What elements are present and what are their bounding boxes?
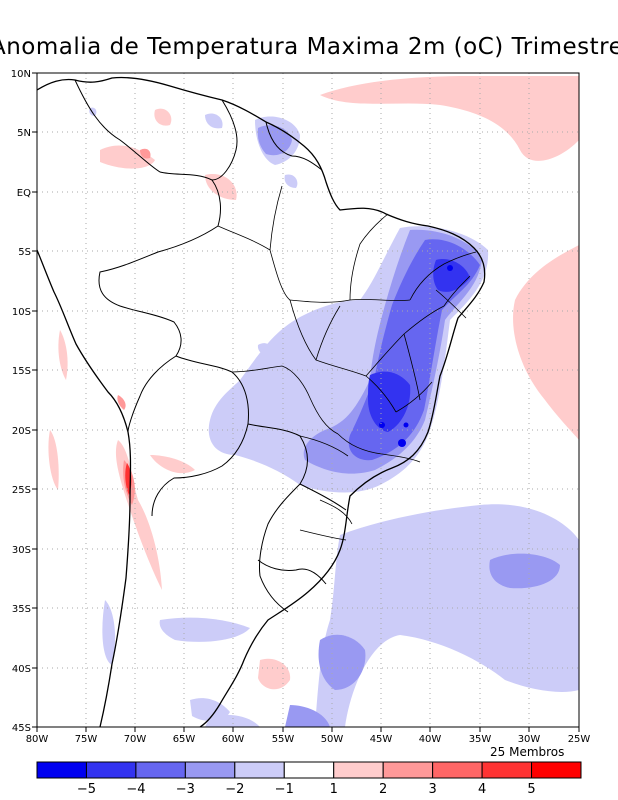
lon-label: 70W bbox=[124, 734, 147, 745]
legend-color-box bbox=[36, 761, 87, 779]
legend-color-box bbox=[333, 761, 384, 779]
lon-label: 60W bbox=[222, 734, 245, 745]
lat-label: 30S bbox=[12, 545, 31, 556]
lon-label: 45W bbox=[370, 734, 393, 745]
legend-labels: −5 −4 −3 −2 −1 1 2 3 4 5 bbox=[77, 782, 536, 797]
lon-label: 30W bbox=[518, 734, 541, 745]
map-title: Anomalia de Temperatura Maxima 2m (oC) T… bbox=[0, 34, 618, 60]
lon-label: 35W bbox=[469, 734, 492, 745]
legend-color-box bbox=[135, 761, 186, 779]
legend-color-box bbox=[85, 761, 137, 779]
latitude-labels: 10N 5N EQ 5S 10S 15S 20S 25S 30S 35S 40S… bbox=[11, 69, 31, 734]
graticule bbox=[37, 73, 579, 727]
lon-label: 65W bbox=[173, 734, 196, 745]
lat-label: 40S bbox=[12, 664, 31, 675]
legend-label: 2 bbox=[379, 782, 387, 797]
lat-label: 10N bbox=[11, 69, 31, 80]
members-note: 25 Membros bbox=[490, 745, 565, 759]
legend-label: −5 bbox=[77, 782, 96, 797]
map-frame bbox=[36, 72, 580, 728]
state-borders bbox=[217, 185, 477, 541]
country-borders bbox=[74, 79, 347, 613]
legend-color-box bbox=[481, 761, 533, 779]
legend-label: 4 bbox=[478, 782, 486, 797]
legend-label: −3 bbox=[176, 782, 195, 797]
map-content bbox=[37, 73, 579, 727]
lat-label: 15S bbox=[12, 366, 31, 377]
color-legend: −5 −4 −3 −2 −1 1 2 3 4 5 bbox=[36, 761, 582, 797]
anomaly-map: 80W 75W 70W 65W 60W 55W 50W 45W 40W 35W … bbox=[11, 69, 591, 745]
lon-label: 25W bbox=[568, 734, 591, 745]
tick-marks bbox=[32, 72, 580, 732]
legend-label: −2 bbox=[225, 782, 244, 797]
lon-label: 50W bbox=[321, 734, 344, 745]
legend-color-box bbox=[382, 761, 434, 779]
lon-label: 80W bbox=[26, 734, 49, 745]
legend-color-box bbox=[234, 761, 285, 779]
legend-color-box bbox=[432, 761, 483, 779]
lat-label: 10S bbox=[12, 307, 31, 318]
legend-color-box bbox=[531, 761, 582, 779]
lon-label: 75W bbox=[75, 734, 98, 745]
lat-label: EQ bbox=[17, 188, 31, 199]
coastline bbox=[37, 76, 486, 727]
legend-label: −4 bbox=[126, 782, 145, 797]
legend-label: 1 bbox=[330, 782, 338, 797]
legend-label: 5 bbox=[527, 782, 535, 797]
lat-label: 20S bbox=[12, 426, 31, 437]
lon-label: 55W bbox=[272, 734, 295, 745]
extreme-cool-spots bbox=[379, 265, 453, 447]
legend-color-box bbox=[283, 761, 335, 779]
lon-label: 40W bbox=[419, 734, 442, 745]
legend-boxes bbox=[36, 761, 582, 779]
legend-label: −1 bbox=[275, 782, 294, 797]
lat-label: 45S bbox=[12, 723, 31, 734]
lat-label: 5S bbox=[18, 247, 31, 258]
longitude-labels: 80W 75W 70W 65W 60W 55W 50W 45W 40W 35W … bbox=[26, 734, 591, 745]
legend-color-box bbox=[184, 761, 236, 779]
lat-label: 25S bbox=[12, 485, 31, 496]
lat-label: 35S bbox=[12, 604, 31, 615]
lat-label: 5N bbox=[17, 128, 31, 139]
legend-label: 3 bbox=[428, 782, 436, 797]
